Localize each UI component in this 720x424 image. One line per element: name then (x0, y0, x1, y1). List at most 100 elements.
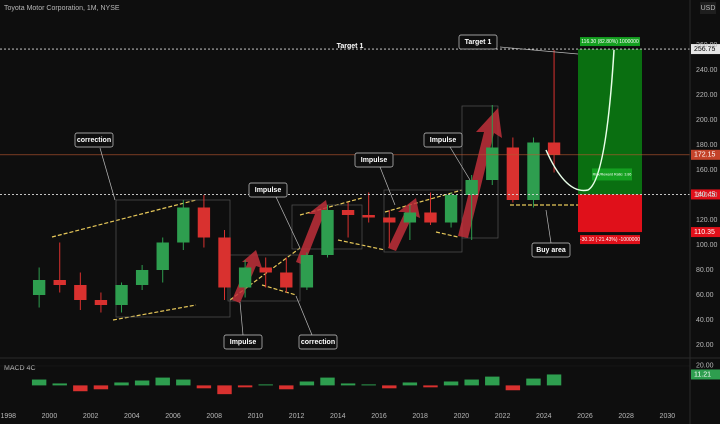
callout-line (499, 46, 579, 55)
impulse-arrow (458, 108, 502, 238)
x-tick-label: 1998 (0, 413, 16, 420)
candle-body (300, 255, 314, 288)
callout-box (423, 132, 463, 148)
macd-bar (320, 377, 335, 386)
callout-box (74, 132, 114, 148)
callout-line (295, 295, 313, 336)
macd-bar (443, 381, 459, 386)
candle-body (444, 195, 458, 223)
macd-bar (505, 385, 521, 391)
annotation: Impulse (430, 137, 457, 144)
callout-line (239, 301, 244, 336)
loss-label: -30.10 (-21.43%) -1000000 (580, 237, 640, 243)
macd-bar (114, 382, 129, 386)
macd-bar (237, 385, 253, 388)
price-tag-bg (691, 149, 720, 160)
chart-title: Toyota Motor Corporation, 1M, NYSE (4, 5, 120, 12)
price-tag: 140.45 (694, 191, 716, 198)
candle-body (465, 180, 478, 195)
ratio-label: Risk/Reward Ratio: 3.86 (593, 172, 632, 176)
trend-line (299, 197, 363, 216)
trend-line (384, 189, 463, 213)
y-tick-label: 20.00 (696, 363, 714, 370)
price-tag: 172.15 (694, 152, 716, 159)
x-tick-label: 2028 (618, 413, 634, 420)
macd-bar (217, 385, 232, 395)
candle-body (218, 237, 231, 288)
price-tag-bg (691, 369, 720, 380)
callout-box (531, 242, 571, 258)
candle-body (156, 242, 169, 270)
macd-bar (52, 383, 67, 386)
candle-body (362, 215, 375, 218)
annotation: Target 1 (337, 43, 364, 50)
x-tick-label: 2016 (371, 413, 387, 420)
candle-body (506, 147, 520, 200)
macd-bar (382, 385, 397, 389)
candle-body (280, 272, 293, 288)
callout-box (298, 334, 338, 350)
label-bg (580, 37, 640, 47)
y-tick-label: 60.00 (696, 292, 714, 299)
indicator-name: MACD 4C (4, 365, 36, 372)
annotation: correction (301, 339, 335, 346)
x-tick-label: 2004 (124, 413, 140, 420)
macd-bar (134, 380, 150, 386)
candle-body (32, 280, 46, 295)
price-tag-bg (691, 44, 720, 55)
candle-body (259, 267, 272, 273)
annotations: Target 1 Target 1 correction Impulse Impulse… (74, 34, 579, 350)
candle-body (115, 285, 128, 305)
macd-bar (279, 385, 294, 390)
y-tick-label: 240.00 (696, 67, 718, 74)
x-tick-label: 2026 (577, 413, 593, 420)
macd-bar (546, 374, 562, 386)
macd-bar (31, 379, 47, 386)
macd-bar (73, 385, 88, 392)
callout-box (223, 334, 263, 350)
y-tick-label: 40.00 (696, 317, 714, 324)
annotation: Buy area (536, 247, 566, 254)
candle-body (527, 142, 540, 200)
price-tag-bg (691, 189, 720, 200)
candle-body (547, 142, 561, 155)
currency-box (700, 2, 716, 14)
x-tick-label: 2014 (330, 413, 346, 420)
candle-body (486, 147, 499, 180)
macd-bar (299, 381, 315, 386)
x-tick-label: 2008 (206, 413, 222, 420)
label-bg (592, 168, 632, 181)
macd-bar (485, 376, 500, 386)
candle-body (424, 212, 437, 223)
trend-line (112, 304, 197, 321)
candle-body (197, 207, 211, 238)
y-tick-label: 120.00 (696, 217, 718, 224)
impulse-arrow (388, 198, 420, 251)
callout-line (99, 147, 116, 201)
candle-body (94, 300, 108, 305)
callout-box (248, 182, 288, 198)
x-tick-label: 2018 (412, 413, 428, 420)
x-tick-label: 2024 (536, 413, 552, 420)
macd-bar (196, 385, 212, 389)
annotation: correction (77, 137, 111, 144)
profit-label: 116.30 (82.80%) 1000000 (581, 39, 639, 45)
x-tick-label: 2002 (83, 413, 99, 420)
candle-body (74, 285, 87, 300)
callout-box (458, 34, 498, 50)
candle-body (177, 207, 190, 243)
macd-bar (526, 378, 541, 386)
candle-body (321, 210, 334, 255)
y-tick-label: 160.00 (696, 167, 718, 174)
position: 116.30 (82.80%) 1000000 -30.10 (-21.43%) … (0, 37, 720, 245)
macd-bar (464, 379, 479, 386)
x-tick-label: 2006 (165, 413, 181, 420)
price-tag-bg (691, 227, 720, 238)
callout-line (379, 166, 396, 206)
y-tick-label: 140.00 (696, 192, 718, 199)
candles (32, 50, 561, 313)
candle-body (403, 212, 417, 223)
annotation: Target 1 (465, 39, 492, 46)
